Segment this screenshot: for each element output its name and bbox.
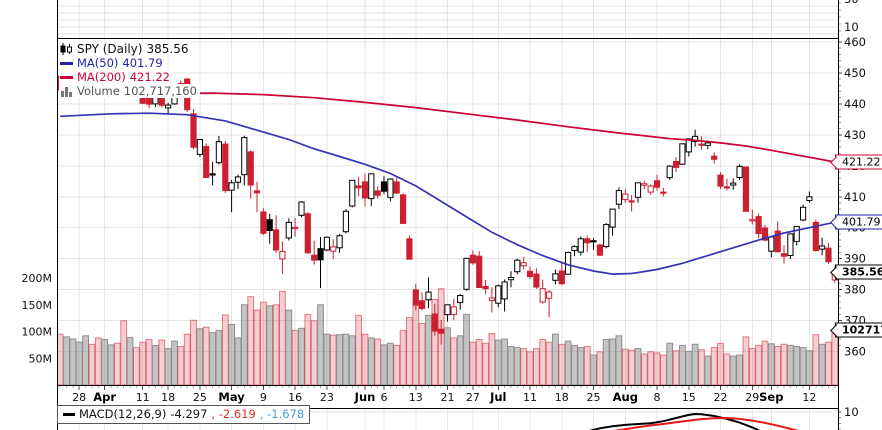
volume-legend-row: Volume 102,717,160 — [59, 84, 200, 98]
candlestick-icon — [60, 42, 72, 55]
macd-legend: MACD(12,26,9) -4.297 , -2.619 , -1.678 — [57, 405, 311, 424]
date-axis-label: 23 — [320, 391, 334, 404]
ma50-label: MA(50) — [77, 56, 119, 70]
date-axis-label: Sep — [759, 390, 783, 404]
ma50-line — [60, 112, 835, 275]
ma50-legend-row: MA(50) 401.79 — [59, 56, 166, 70]
date-axis-label: 16 — [288, 391, 302, 404]
volume-axis-label: 200M — [22, 272, 53, 285]
volume-tag: 102717 — [835, 322, 882, 338]
date-axis-label: Aug — [613, 390, 638, 404]
macd-line-swatch — [63, 413, 75, 416]
last-price: 385.56 — [146, 41, 189, 56]
date-axis-label: 18 — [161, 391, 175, 404]
price-axis-label: 430 — [844, 128, 866, 142]
symbol-legend-row: SPY (Daily) 385.56 — [59, 41, 192, 56]
axis-ticks — [59, 2, 842, 430]
volume-axis-label: 50M — [29, 352, 53, 365]
macd-line — [588, 412, 761, 430]
macd-histogram-value: , -1.678 — [259, 407, 305, 421]
ma50-line-swatch — [60, 61, 73, 65]
ma200-line — [60, 92, 835, 163]
macd-axis-label: 10 — [844, 405, 859, 419]
date-axis-label: Apr — [93, 390, 116, 404]
date-axis-label: May — [218, 390, 245, 404]
date-axis-label: 25 — [193, 391, 207, 404]
last-price-tag: 385.56 — [835, 264, 882, 280]
volume-value: 102,717,160 — [123, 84, 197, 98]
date-axis-label: 11 — [523, 391, 537, 404]
date-axis-label: 15 — [682, 391, 696, 404]
ma200-label: MA(200) — [77, 70, 126, 84]
date-axis-label: Jul — [489, 390, 506, 404]
date-axis-label: 28 — [72, 391, 86, 404]
ma200-line-swatch — [60, 75, 73, 79]
price-axis-label: 360 — [844, 345, 866, 359]
volume-label: Volume — [77, 84, 120, 98]
date-axis-label: 6 — [381, 391, 388, 404]
price-axis-label: 440 — [844, 97, 866, 111]
gridlines — [57, 0, 838, 430]
chart-legend: SPY (Daily) 385.56 MA(50) 401.79 MA(200)… — [59, 41, 200, 98]
top-pane-axis-label: 30 — [844, 0, 859, 6]
date-axis-label: Jun — [354, 390, 376, 404]
ma200-price-tag: 421.22 — [835, 154, 882, 170]
date-axis-label: 29 — [745, 391, 759, 404]
date-axis-label: 11 — [136, 391, 150, 404]
macd-signal-line — [613, 416, 800, 430]
volume-axis-label: 150M — [22, 299, 53, 312]
date-axis-label: 18 — [555, 391, 569, 404]
ma50-price-tag: 401.79 — [835, 214, 882, 230]
date-axis-label: 27 — [466, 391, 480, 404]
top-pane-axis-label: 10 — [844, 20, 859, 34]
date-axis-label: 12 — [802, 391, 816, 404]
price-axis-label: 450 — [844, 66, 866, 80]
macd-lines — [588, 412, 800, 430]
date-axis-label: 8 — [654, 391, 661, 404]
price-axis-label: 380 — [844, 283, 866, 297]
symbol-title: SPY (Daily) — [77, 41, 143, 56]
price-axis-label: 390 — [844, 252, 866, 266]
price-axis-label: 410 — [844, 190, 866, 204]
volume-axis-label: 100M — [22, 326, 53, 339]
date-axis-label: 25 — [587, 391, 601, 404]
date-axis-label: 9 — [260, 391, 267, 404]
date-axis-label: 22 — [714, 391, 728, 404]
ma200-value: 421.22 — [129, 70, 170, 84]
price-axis-label: 460 — [844, 35, 866, 49]
volume-bars-icon — [61, 86, 72, 97]
macd-value: -4.297 — [170, 407, 208, 421]
macd-label: MACD(12,26,9) — [79, 407, 167, 421]
date-axis-label: 21 — [441, 391, 455, 404]
macd-signal-value: , -2.619 — [211, 407, 256, 421]
ma50-value: 401.79 — [122, 56, 163, 70]
ma200-legend-row: MA(200) 421.22 — [59, 70, 173, 84]
date-axis-label: 13 — [409, 391, 423, 404]
